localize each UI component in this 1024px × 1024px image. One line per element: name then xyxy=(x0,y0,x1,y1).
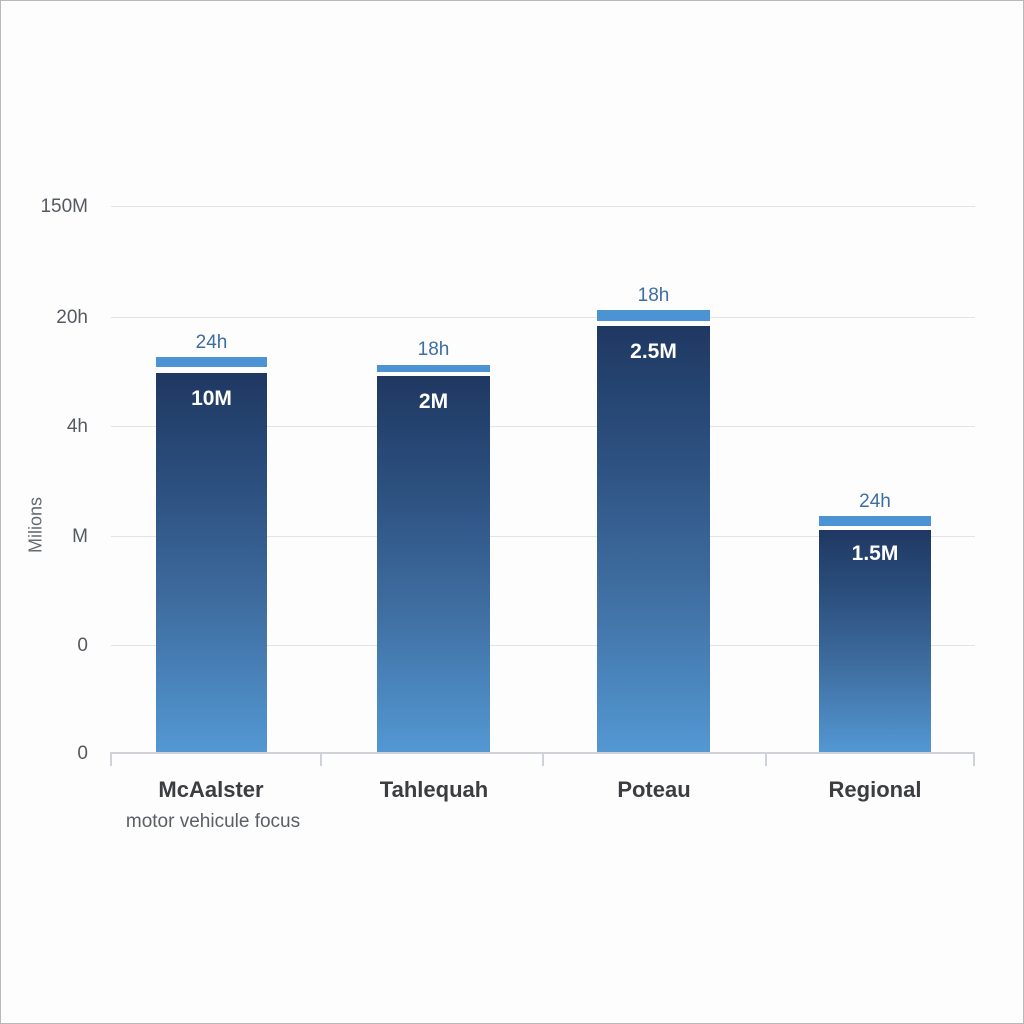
y-tick-label: 150M xyxy=(40,196,88,217)
x-category-label: Poteau xyxy=(617,777,691,802)
bar-cap-label: 18h xyxy=(417,339,450,360)
bar-value-label: 2M xyxy=(418,390,449,413)
bar-value-label: 2.5M xyxy=(630,340,677,363)
bar-cap-label: 24h xyxy=(859,491,891,512)
bar-cap xyxy=(156,357,267,367)
bar xyxy=(156,373,267,753)
x-axis-tick xyxy=(765,752,767,766)
bar-value-label: 1.5M xyxy=(851,542,899,565)
x-category-label: McAalster xyxy=(158,777,264,802)
x-category-label: Tahlequah xyxy=(379,777,489,802)
gridline xyxy=(111,426,975,427)
y-axis-title: Milions xyxy=(25,496,46,554)
x-axis-tick xyxy=(973,752,975,766)
y-tick-label: 0 xyxy=(77,635,88,656)
x-category-subtitle: motor vehicule focus xyxy=(125,811,301,832)
bar-cap-label: 18h xyxy=(637,285,670,306)
bar-cap xyxy=(819,516,931,526)
bar-cap-label: 24h xyxy=(195,332,228,353)
y-tick-label: M xyxy=(72,526,88,547)
bar-cap xyxy=(597,310,710,321)
bar xyxy=(597,326,710,753)
x-axis-tick xyxy=(320,752,322,766)
y-tick-label: 4h xyxy=(66,416,88,437)
x-axis-tick xyxy=(110,752,112,766)
y-tick-label: 20h xyxy=(56,307,88,328)
gridline xyxy=(111,317,975,318)
y-tick-label: 0 xyxy=(77,743,88,764)
bar xyxy=(819,530,931,753)
gridline xyxy=(111,645,975,646)
bar xyxy=(377,376,490,753)
bar-cap xyxy=(377,365,490,372)
gridline xyxy=(111,536,975,537)
gridline xyxy=(111,206,975,207)
bar-value-label: 10M xyxy=(191,387,232,410)
x-category-label: Regional xyxy=(828,777,922,802)
x-axis-tick xyxy=(542,752,544,766)
